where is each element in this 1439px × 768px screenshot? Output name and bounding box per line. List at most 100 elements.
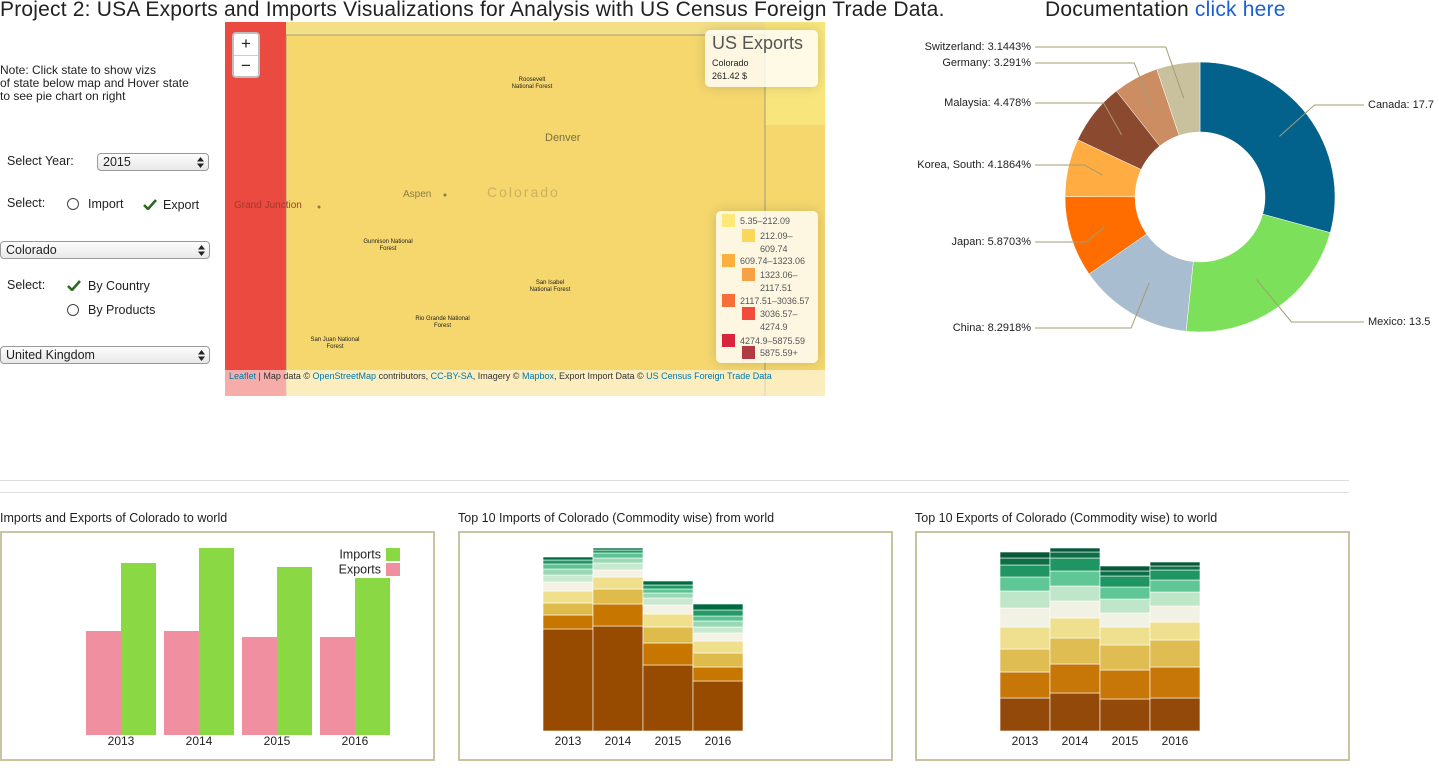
by-country-label[interactable]: By Country (88, 279, 150, 293)
pie-slice (1199, 61, 1336, 233)
country-select[interactable]: United Kingdom (0, 346, 210, 364)
state-utah[interactable] (225, 22, 286, 396)
bar-segment (592, 569, 644, 578)
map[interactable]: + − US Exports Colorado 261.42 $ 5.35–21… (225, 22, 825, 396)
bar (320, 637, 355, 735)
bar-segment (1099, 612, 1151, 628)
bar-segment (1149, 697, 1201, 732)
bar-segment (1099, 644, 1151, 671)
bar-segment (642, 613, 694, 628)
bar-segment (692, 640, 744, 654)
bar-segment (999, 564, 1051, 578)
bar-segment (542, 628, 594, 732)
bar-segment (1049, 600, 1101, 619)
bar-segment (1099, 575, 1151, 588)
bar-segment (642, 626, 694, 644)
x-tick-label: 2015 (655, 734, 682, 748)
bar-segment (642, 597, 694, 606)
bar-segment (642, 588, 694, 594)
bar-segment (592, 576, 644, 590)
x-tick-label: 2013 (555, 734, 582, 748)
bar-segment (542, 614, 594, 630)
bar-segment (999, 557, 1051, 566)
state-select[interactable]: Colorado (0, 241, 210, 259)
legend-label: Imports (339, 547, 381, 561)
bar (164, 631, 199, 735)
export-label[interactable]: Export (163, 198, 200, 212)
attribution-link[interactable]: Leaflet (229, 371, 257, 381)
attribution-link[interactable]: OpenStreetMap (312, 371, 377, 381)
chart-frame (0, 531, 435, 761)
city-dot (317, 205, 321, 209)
doc-link[interactable]: click here (1194, 0, 1286, 21)
bar-segment (692, 666, 744, 682)
check-country[interactable] (67, 280, 81, 291)
chart-frame (458, 531, 893, 761)
legend-swatch (722, 334, 735, 347)
place-label: San Juan National Forest (310, 337, 360, 350)
attribution-text: , Export Import Data © (553, 371, 647, 381)
attribution-link[interactable]: US Census Foreign Trade Data (646, 371, 772, 381)
note-line: of state below map and Hover state (0, 76, 189, 90)
legend-swatch (742, 268, 755, 281)
place-label: Aspen (403, 189, 432, 200)
place-label: Gunnison National Forest (363, 239, 413, 252)
leader-line (1035, 226, 1105, 243)
leader-line (1035, 102, 1123, 136)
bar-segment (692, 632, 744, 642)
legend-swatch (742, 346, 755, 359)
radio-products[interactable] (67, 304, 79, 316)
radio-import[interactable] (67, 198, 79, 210)
bar-segment (1149, 565, 1201, 571)
pie-label: Canada: 17.7 (1368, 99, 1434, 111)
bar-segment (999, 607, 1051, 628)
check-export[interactable] (143, 199, 157, 210)
note: Note: Click state to show vizs of state … (0, 64, 189, 103)
year-select[interactable]: 2015 (97, 153, 209, 171)
info-title: US Exports (712, 33, 804, 53)
bar-segment (1049, 692, 1101, 732)
pie-slice (1156, 61, 1201, 136)
place-label: Rio Grande National Forest (415, 316, 470, 329)
attribution-text: | Map data © (256, 371, 313, 381)
bar-segment (692, 609, 744, 617)
legend-label: Exports (339, 562, 381, 576)
x-tick-label: 2015 (264, 734, 291, 748)
place-label: Colorado (487, 184, 560, 200)
bar-segment (692, 680, 744, 732)
bar (121, 563, 156, 735)
bar-segment (1149, 579, 1201, 593)
info-value: 261.42 $ (712, 71, 748, 81)
zoom-out[interactable]: − (241, 56, 251, 75)
bar-segment (642, 580, 694, 586)
legend-label: 4274.9–5875.59 (740, 336, 806, 346)
zoom-in[interactable]: + (234, 34, 258, 56)
legend-swatch (722, 254, 735, 267)
bar-segment (692, 626, 744, 634)
attribution-link[interactable]: CC-BY-SA (430, 371, 473, 381)
bar-segment (999, 576, 1051, 592)
import-label[interactable]: Import (88, 197, 124, 211)
select-arrows (197, 157, 204, 168)
bar-segment (542, 556, 594, 561)
state-wyoming[interactable] (286, 22, 765, 35)
bar-segment (592, 557, 644, 564)
attribution-text: , Imagery © (472, 371, 522, 381)
legend-label: 609.74–1323.06 (740, 256, 806, 266)
info-box: US Exports Colorado 261.42 $ (705, 30, 818, 87)
state-value: Colorado (6, 243, 57, 257)
bar-segment (692, 615, 744, 622)
bar (355, 578, 390, 735)
select-arrows (198, 245, 205, 256)
x-tick-label: 2014 (1062, 734, 1089, 748)
bar-segment (542, 563, 594, 570)
separator (0, 480, 1349, 481)
by-products-label[interactable]: By Products (88, 303, 156, 317)
bar-segment (592, 603, 644, 627)
bar-segment (542, 581, 594, 592)
mode-label: Select: (7, 278, 46, 292)
year-label: Select Year: (7, 154, 74, 168)
attribution-link[interactable]: Mapbox (521, 371, 554, 381)
bar-segment (999, 551, 1051, 559)
